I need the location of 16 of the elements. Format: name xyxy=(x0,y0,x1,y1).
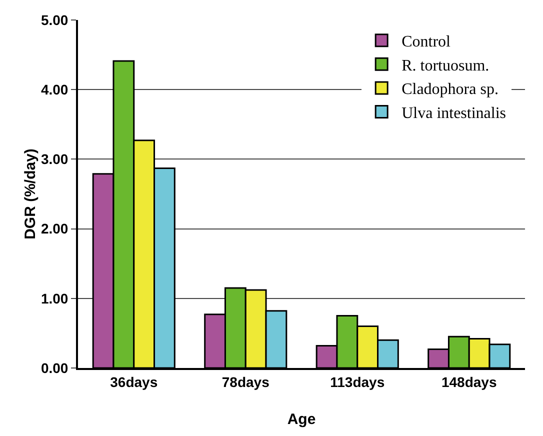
y-tick-label: 4.00 xyxy=(40,82,68,98)
x-tick-label: 113days xyxy=(330,374,385,390)
x-tick-label: 36days xyxy=(110,374,158,390)
y-tick-label: 1.00 xyxy=(40,290,68,306)
y-tick-label: 2.00 xyxy=(40,220,68,237)
y-tick-label: 3.00 xyxy=(40,151,68,168)
y-axis-title: DGR (%/day) xyxy=(22,148,39,240)
x-tick-label: 78days xyxy=(222,374,270,390)
legend-label: Control xyxy=(402,34,452,51)
legend-label: Cladophora sp. xyxy=(402,81,498,98)
legend-label: R. tortuosum. xyxy=(402,57,490,74)
x-axis-title: Age xyxy=(287,411,316,428)
x-tick-label: 148days xyxy=(441,374,497,390)
y-tick-label: 0.00 xyxy=(40,360,68,376)
y-tick-label: 5.00 xyxy=(40,12,68,28)
legend-label: Ulva intestinalis xyxy=(402,105,506,122)
